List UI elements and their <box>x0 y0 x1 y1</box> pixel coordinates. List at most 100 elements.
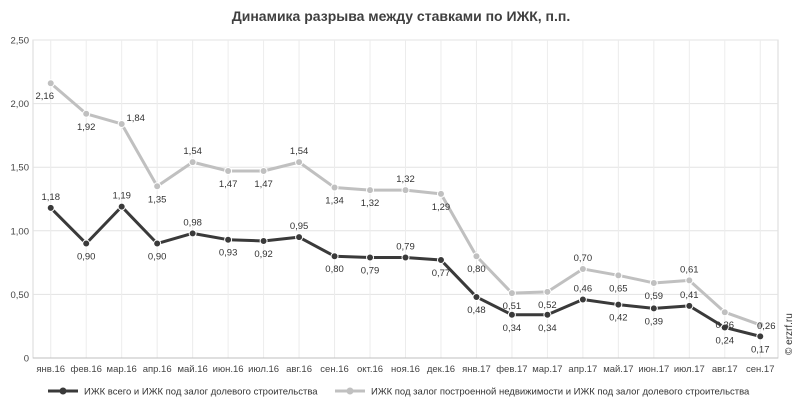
data-label: 0,41 <box>680 290 699 301</box>
data-point <box>436 189 445 198</box>
data-label: 0,77 <box>432 268 451 279</box>
data-label: 1,47 <box>219 179 238 190</box>
x-tick-label: окт.16 <box>357 364 383 375</box>
data-point <box>188 158 197 167</box>
data-label: 0,98 <box>183 217 202 228</box>
legend: ИЖК всего и ИЖК под залог долевого строи… <box>48 387 750 398</box>
data-point <box>295 233 304 242</box>
data-point <box>366 186 375 195</box>
data-label: 0,24 <box>716 335 735 346</box>
legend-swatch-marker <box>59 387 67 395</box>
x-tick-label: янв.16 <box>36 364 65 375</box>
data-label: 0,51 <box>503 301 522 312</box>
data-point <box>472 252 481 261</box>
data-label: 0,34 <box>538 323 557 334</box>
data-point <box>578 264 587 273</box>
data-label: 0,90 <box>148 252 167 263</box>
data-point <box>685 276 694 285</box>
y-tick-label: 2,00 <box>11 99 30 110</box>
data-label: 1,19 <box>112 191 131 202</box>
x-tick-label: июн.17 <box>638 364 669 375</box>
data-label: 1,29 <box>432 202 451 213</box>
data-point <box>578 295 587 304</box>
series-layer <box>46 79 765 341</box>
x-tick-label: май.17 <box>603 364 633 375</box>
legend-label: ИЖК всего и ИЖК под залог долевого строи… <box>84 387 318 398</box>
data-point <box>543 287 552 296</box>
x-tick-label: янв.17 <box>462 364 491 375</box>
x-tick-label: июн.16 <box>213 364 244 375</box>
data-point <box>330 252 339 261</box>
data-point <box>330 183 339 192</box>
data-point <box>649 304 658 313</box>
data-point <box>117 119 126 128</box>
data-point <box>224 167 233 176</box>
data-point <box>259 236 268 245</box>
data-point <box>507 310 516 319</box>
data-point <box>46 203 55 212</box>
data-label: 1,18 <box>41 192 60 203</box>
legend-swatch-marker <box>346 387 354 395</box>
grid <box>32 39 779 359</box>
data-label: 0,92 <box>254 249 273 260</box>
data-point <box>649 278 658 287</box>
x-tick-label: июл.17 <box>674 364 705 375</box>
data-point <box>756 320 765 329</box>
x-tick-label: дек.16 <box>427 364 455 375</box>
data-label: 0,95 <box>290 221 309 232</box>
x-tick-label: сен.16 <box>320 364 349 375</box>
data-point <box>685 301 694 310</box>
data-label: 1,84 <box>126 113 145 124</box>
x-tick-label: июл.16 <box>248 364 279 375</box>
data-label: 1,92 <box>77 122 96 133</box>
x-tick-label: апр.17 <box>568 364 597 375</box>
x-tick-label: ноя.16 <box>391 364 420 375</box>
data-label: 0,17 <box>751 344 770 355</box>
data-point <box>153 239 162 248</box>
x-tick-label: сен.17 <box>746 364 775 375</box>
data-label: 0,80 <box>325 264 344 275</box>
data-label: 0,90 <box>77 252 96 263</box>
data-label: 0,61 <box>680 264 699 275</box>
data-label: 0,59 <box>645 291 664 302</box>
x-tick-label: апр.16 <box>143 364 172 375</box>
data-label: 0,79 <box>396 242 415 253</box>
data-label: 0,79 <box>361 266 380 277</box>
y-tick-label: 0 <box>24 354 29 365</box>
data-point <box>259 167 268 176</box>
legend-label: ИЖК под залог построенной недвижимости и… <box>371 387 750 398</box>
data-label: 0,26 <box>757 321 776 332</box>
x-axis: янв.16 фев.16 мар.16 апр.16 май.16 июн.16 июл.… <box>36 364 774 375</box>
data-labels: 1,18 0,90 1,19 0,90 0,98 0,93 0,92 0,95 0,80 0,79… <box>35 91 775 355</box>
y-axis: 0 0,50 1,00 1,50 2,00 2,50 <box>11 36 30 365</box>
y-tick-label: 1,50 <box>11 163 30 174</box>
y-tick-label: 1,00 <box>11 226 30 237</box>
data-point <box>543 310 552 319</box>
data-point <box>401 253 410 262</box>
data-label: 0,46 <box>574 283 593 294</box>
data-point <box>46 79 55 88</box>
data-label: 0,34 <box>503 323 522 334</box>
data-label: 0,36 <box>716 320 735 331</box>
data-point <box>720 323 729 332</box>
data-label: 0,39 <box>645 316 664 327</box>
data-label: 0,42 <box>609 313 628 324</box>
data-point <box>82 239 91 248</box>
data-label: 0,65 <box>609 283 628 294</box>
data-point <box>82 109 91 118</box>
data-label: 0,70 <box>574 253 593 264</box>
x-tick-label: май.16 <box>177 364 207 375</box>
x-tick-label: мар.17 <box>532 364 562 375</box>
data-label: 1,32 <box>396 174 415 185</box>
x-tick-label: мар.16 <box>107 364 137 375</box>
data-label: 0,93 <box>219 248 238 259</box>
data-point <box>614 300 623 309</box>
data-label: 0,48 <box>467 305 486 316</box>
chart-title: Динамика разрыва между ставками по ИЖК, … <box>232 8 570 24</box>
x-tick-label: фев.16 <box>71 364 102 375</box>
data-point <box>614 271 623 280</box>
data-point <box>720 308 729 317</box>
y-tick-label: 0,50 <box>11 290 30 301</box>
watermark: © erzrf.ru <box>784 313 795 355</box>
